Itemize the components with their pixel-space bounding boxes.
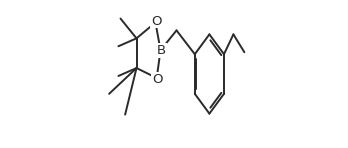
Text: B: B	[157, 44, 166, 57]
Text: O: O	[151, 15, 161, 28]
Text: O: O	[152, 73, 163, 86]
